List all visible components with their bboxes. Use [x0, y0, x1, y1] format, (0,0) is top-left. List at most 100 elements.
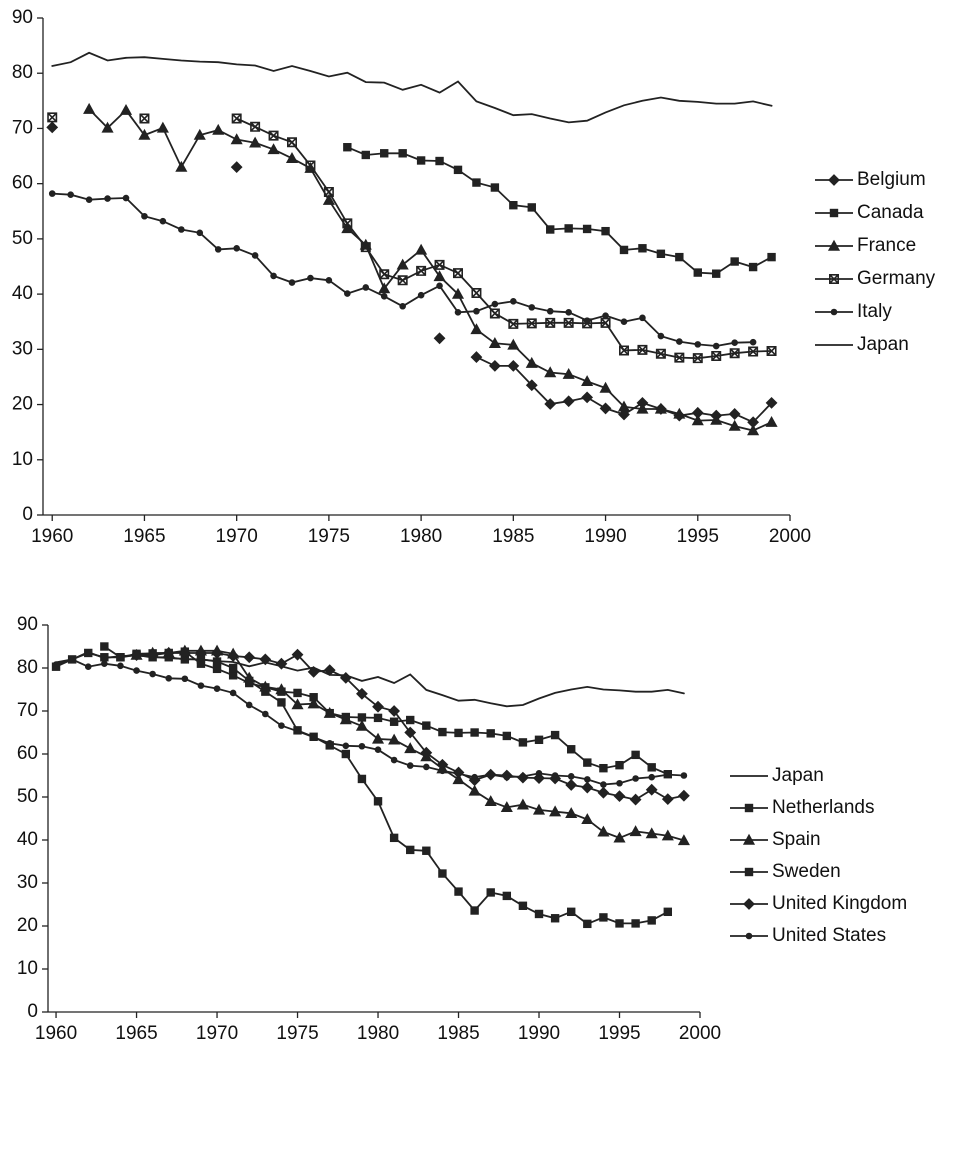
marker-circle	[694, 341, 702, 348]
marker-square	[527, 203, 536, 212]
marker-diamond	[291, 648, 304, 661]
marker-diamond	[130, 649, 143, 662]
marker-circle	[439, 767, 446, 775]
marker-circle	[362, 284, 370, 291]
marker-x-square	[305, 160, 316, 171]
marker-triangle	[415, 243, 428, 255]
marker-square	[116, 653, 125, 662]
marker-circle	[196, 229, 204, 237]
x-tick-label: 1990	[518, 1023, 560, 1044]
y-tick-label: 80	[17, 657, 38, 678]
marker-circle	[104, 195, 111, 202]
x-tick-label: 1970	[196, 1023, 238, 1044]
x-tick-label: 1970	[216, 526, 258, 547]
x-tick-label: 2000	[769, 526, 811, 547]
marker-square	[389, 833, 399, 843]
x-tick-label: 1960	[35, 1023, 77, 1044]
marker-square	[631, 919, 640, 928]
marker-circle	[390, 756, 398, 764]
marker-square	[389, 717, 399, 726]
marker-circle	[374, 746, 382, 754]
marker-circle	[178, 226, 185, 233]
marker-triangle	[396, 258, 409, 270]
series-line	[88, 108, 773, 432]
marker-square	[509, 201, 518, 210]
marker-triangle	[581, 813, 594, 825]
marker-circle	[528, 304, 536, 311]
y-tick-label: 70	[17, 700, 38, 721]
marker-triangle	[636, 402, 649, 414]
marker-circle	[181, 675, 189, 683]
marker-square	[518, 901, 528, 910]
marker-x-square	[526, 318, 537, 329]
marker-diamond	[488, 359, 501, 372]
marker-diamond	[404, 726, 417, 739]
marker-x-square	[434, 259, 445, 270]
marker-diamond	[307, 665, 320, 678]
marker-circle	[616, 779, 623, 787]
series-line	[51, 192, 754, 347]
marker-square	[373, 713, 383, 723]
marker-square	[454, 887, 463, 896]
marker-square	[406, 845, 415, 855]
marker-diamond	[525, 379, 538, 392]
marker-triangle	[433, 270, 446, 282]
marker-triangle	[532, 803, 546, 815]
legend-label: Spain	[772, 829, 821, 850]
marker-triangle	[728, 419, 741, 431]
marker-square	[619, 245, 629, 255]
marker-square	[100, 653, 109, 662]
marker-triangle	[83, 102, 96, 114]
marker-circle	[535, 770, 543, 777]
marker-circle	[310, 733, 317, 741]
y-tick-label: 0	[27, 1001, 38, 1022]
marker-triangle	[742, 833, 756, 845]
marker-circle	[270, 272, 277, 280]
marker-square	[583, 919, 592, 929]
marker-diamond	[227, 650, 240, 662]
x-tick-label: 1995	[598, 1023, 640, 1044]
marker-square	[454, 728, 463, 738]
marker-square	[212, 664, 222, 674]
marker-triangle	[544, 366, 557, 378]
marker-triangle	[516, 798, 529, 810]
legend-label: Sweden	[772, 861, 841, 882]
y-tick-label: 50	[17, 786, 38, 807]
marker-square	[341, 749, 351, 759]
marker-circle	[454, 309, 462, 316]
marker-circle	[602, 312, 609, 319]
marker-triangle	[468, 784, 481, 796]
series-line	[51, 116, 773, 360]
marker-square	[744, 867, 754, 877]
marker-square	[277, 698, 286, 707]
marker-triangle	[765, 415, 778, 427]
marker-x-square	[453, 268, 463, 279]
marker-circle	[48, 190, 56, 197]
marker-circle	[101, 660, 108, 668]
marker-circle	[197, 682, 205, 689]
marker-circle	[830, 308, 838, 316]
marker-triangle	[249, 136, 262, 148]
marker-diamond	[765, 396, 778, 409]
marker-triangle	[525, 356, 538, 368]
marker-circle	[307, 274, 314, 282]
marker-circle	[664, 771, 672, 778]
marker-square	[380, 149, 389, 158]
marker-square	[582, 224, 592, 234]
marker-square	[472, 178, 481, 187]
marker-circle	[122, 194, 130, 202]
marker-square	[767, 252, 776, 262]
marker-triangle	[307, 697, 320, 709]
marker-diamond	[372, 700, 384, 713]
marker-circle	[262, 710, 269, 718]
marker-square	[675, 252, 684, 262]
y-tick-label: 20	[17, 915, 38, 936]
marker-circle	[676, 338, 683, 345]
marker-triangle	[565, 807, 578, 819]
marker-diamond	[597, 786, 610, 799]
marker-triangle	[645, 827, 658, 839]
legend-label: Germany	[857, 268, 936, 289]
marker-circle	[84, 663, 92, 671]
marker-circle	[229, 689, 237, 697]
marker-triangle	[484, 795, 497, 806]
